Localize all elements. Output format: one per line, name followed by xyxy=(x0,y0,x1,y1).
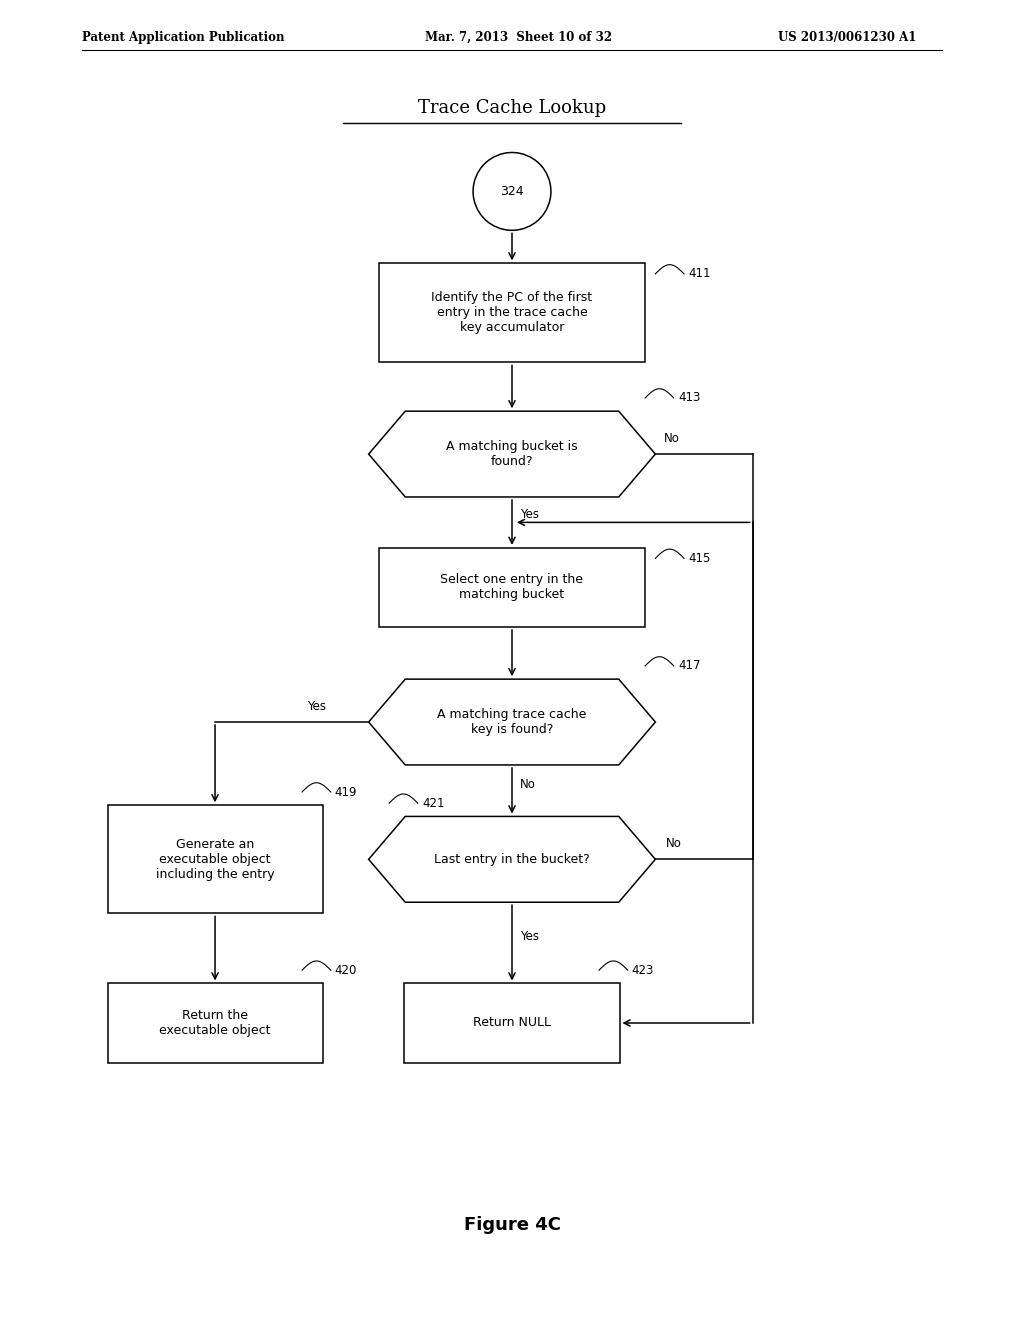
FancyBboxPatch shape xyxy=(404,983,620,1063)
Text: Last entry in the bucket?: Last entry in the bucket? xyxy=(434,853,590,866)
Text: Trace Cache Lookup: Trace Cache Lookup xyxy=(418,99,606,117)
Text: 420: 420 xyxy=(335,964,357,977)
Text: 417: 417 xyxy=(678,660,700,672)
Text: 423: 423 xyxy=(632,964,654,977)
Text: 415: 415 xyxy=(688,552,711,565)
Text: No: No xyxy=(664,432,680,445)
FancyBboxPatch shape xyxy=(379,263,645,362)
Text: Mar. 7, 2013  Sheet 10 of 32: Mar. 7, 2013 Sheet 10 of 32 xyxy=(425,32,612,44)
Text: A matching bucket is
found?: A matching bucket is found? xyxy=(446,440,578,469)
Text: Figure 4C: Figure 4C xyxy=(464,1216,560,1234)
Text: Identify the PC of the first
entry in the trace cache
key accumulator: Identify the PC of the first entry in th… xyxy=(431,292,593,334)
FancyBboxPatch shape xyxy=(379,548,645,627)
Text: Yes: Yes xyxy=(307,700,327,713)
Text: Return the
executable object: Return the executable object xyxy=(160,1008,270,1038)
Text: Yes: Yes xyxy=(520,508,540,521)
FancyBboxPatch shape xyxy=(108,983,323,1063)
Text: US 2013/0061230 A1: US 2013/0061230 A1 xyxy=(778,32,916,44)
Text: 411: 411 xyxy=(688,268,711,280)
Polygon shape xyxy=(369,678,655,766)
Text: Select one entry in the
matching bucket: Select one entry in the matching bucket xyxy=(440,573,584,602)
Text: 413: 413 xyxy=(678,392,700,404)
Text: 419: 419 xyxy=(335,785,357,799)
Text: Patent Application Publication: Patent Application Publication xyxy=(82,32,285,44)
Text: Return NULL: Return NULL xyxy=(473,1016,551,1030)
Polygon shape xyxy=(369,412,655,496)
Text: No: No xyxy=(666,837,682,850)
Text: No: No xyxy=(520,777,537,791)
FancyBboxPatch shape xyxy=(108,805,323,913)
Ellipse shape xyxy=(473,153,551,230)
Text: 421: 421 xyxy=(422,797,444,809)
Polygon shape xyxy=(369,816,655,903)
Text: A matching trace cache
key is found?: A matching trace cache key is found? xyxy=(437,708,587,737)
Text: 324: 324 xyxy=(500,185,524,198)
Text: Yes: Yes xyxy=(520,929,540,942)
Text: Generate an
executable object
including the entry: Generate an executable object including … xyxy=(156,838,274,880)
